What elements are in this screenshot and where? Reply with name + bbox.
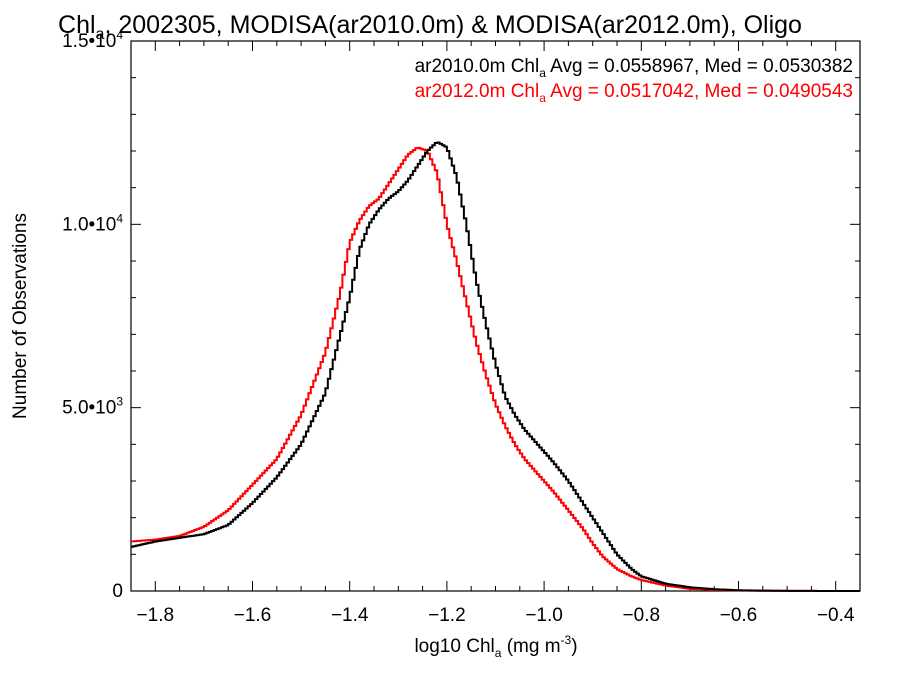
legend-entry-ar2012: ar2012.0m Chla Avg = 0.0517042, Med = 0.… — [415, 81, 853, 105]
xlabel-mid: (mg m — [501, 636, 560, 657]
series-line-ar2012.0m — [131, 146, 860, 592]
plot-frame — [130, 40, 861, 592]
y-axis: 0 5.0•103 1.0•104 1.5•104 — [62, 28, 860, 602]
x-axis: −1.8 −1.6 −1.4 −1.2 −1.0 −0.8 −0.6 −0.4 — [130, 41, 861, 626]
chart-title: Chla, 2002305, MODISA(ar2010.0m) & MODIS… — [58, 11, 802, 43]
series-line-ar2010.0m — [131, 141, 860, 592]
y-tick-label: 0 — [112, 581, 123, 602]
x-tick-label: −0.4 — [817, 605, 855, 626]
xlabel-pre: log10 Chl — [414, 636, 494, 657]
xlabel-sub: a — [495, 646, 502, 660]
legend-ar2010-sub: a — [539, 66, 546, 80]
legend-ar2010-pre: ar2010.0m Chl — [415, 56, 540, 77]
legend-ar2010-post: Avg = 0.0558967, Med = 0.0530382 — [546, 56, 853, 77]
xlabel-sup: -3 — [561, 633, 572, 647]
x-tick-label: −1.8 — [137, 605, 175, 626]
title-pre: Chl — [58, 11, 96, 39]
x-tick-label: −0.8 — [623, 605, 661, 626]
x-tick-label: −0.6 — [720, 605, 758, 626]
y-tick-label: 1.0•104 — [62, 211, 123, 235]
title-sub: a — [96, 26, 105, 43]
xlabel-post: ) — [571, 636, 577, 657]
series-group — [131, 141, 860, 592]
x-tick-label: −1.4 — [331, 605, 369, 626]
x-tick-label: −1.6 — [234, 605, 272, 626]
y-axis-label: Number of Observations — [10, 213, 31, 419]
legend-entry-ar2010: ar2010.0m Chla Avg = 0.0558967, Med = 0.… — [415, 56, 853, 80]
x-tick-label: −1.2 — [428, 605, 466, 626]
legend-ar2012-post: Avg = 0.0517042, Med = 0.0490543 — [546, 81, 853, 102]
x-tick-label: −1.0 — [525, 605, 563, 626]
y-tick-label: 5.0•103 — [62, 395, 123, 419]
legend-ar2012-sub: a — [539, 91, 546, 105]
title-post: , 2002305, MODISA(ar2010.0m) & MODISA(ar… — [104, 11, 802, 39]
y-tick-label: 1.5•104 — [62, 28, 123, 52]
legend-ar2012-pre: ar2012.0m Chl — [415, 81, 540, 102]
x-axis-label: log10 Chla (mg m-3) — [414, 633, 577, 660]
